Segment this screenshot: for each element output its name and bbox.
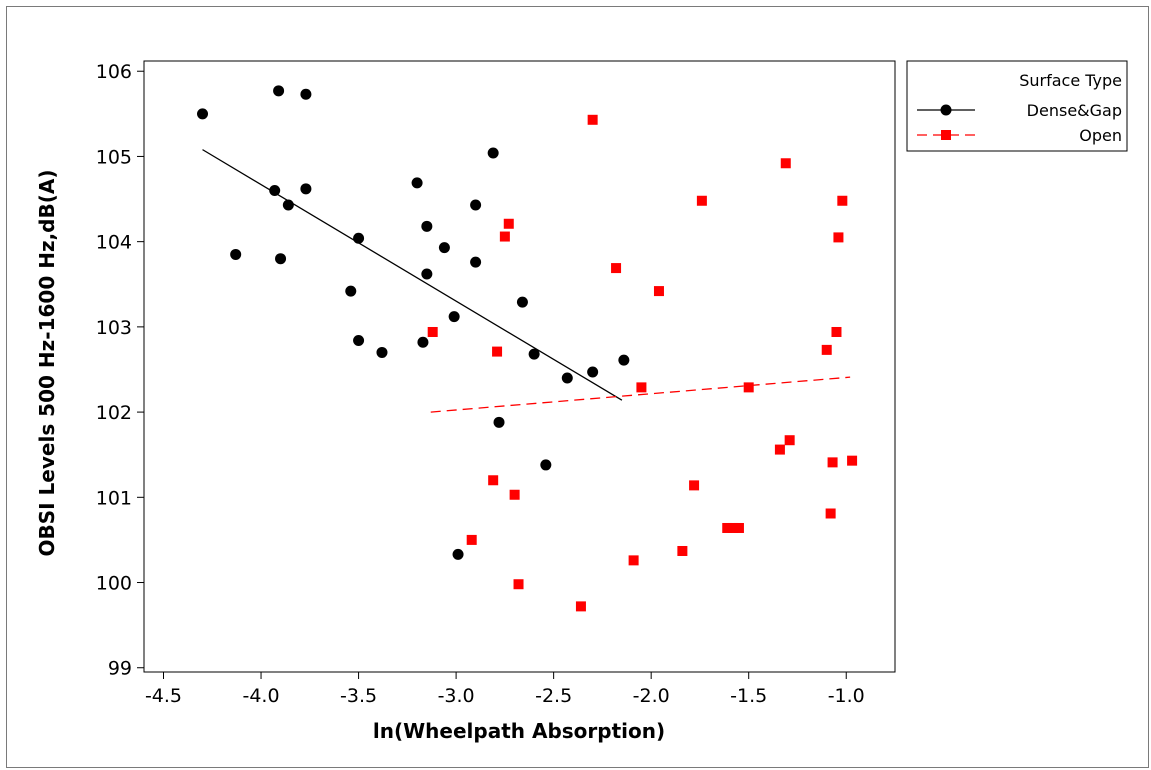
point-open bbox=[827, 457, 838, 468]
point-open bbox=[743, 382, 754, 393]
point-open bbox=[821, 344, 832, 355]
point-dense-gap bbox=[353, 335, 365, 347]
legend-label-dense-gap: Dense&Gap bbox=[1027, 101, 1122, 120]
point-open bbox=[728, 522, 739, 533]
x-tick-label: -2.0 bbox=[633, 685, 670, 707]
point-open bbox=[492, 346, 503, 357]
point-dense-gap bbox=[269, 185, 281, 197]
point-dense-gap bbox=[230, 248, 242, 260]
plot-area bbox=[143, 60, 896, 673]
point-dense-gap bbox=[353, 232, 365, 244]
legend: Surface Type Dense&Gap Open bbox=[906, 60, 1128, 152]
x-tick-label: -3.0 bbox=[438, 685, 475, 707]
x-tick-label: -1.0 bbox=[828, 685, 865, 707]
point-open bbox=[636, 382, 647, 393]
point-dense-gap bbox=[470, 199, 482, 211]
point-dense-gap bbox=[300, 88, 312, 100]
legend-marker-open bbox=[941, 130, 951, 140]
y-axis-title: OBSI Levels 500 Hz-1600 Hz,dB(A) bbox=[35, 169, 59, 556]
point-dense-gap bbox=[587, 366, 599, 378]
point-dense-gap bbox=[448, 311, 460, 323]
point-open bbox=[499, 231, 510, 242]
point-open bbox=[503, 218, 514, 229]
point-open bbox=[831, 326, 842, 337]
y-tick-label: 104 bbox=[96, 232, 132, 254]
x-tick-label: -1.5 bbox=[730, 685, 767, 707]
point-open bbox=[733, 522, 744, 533]
x-tick-label: -4.5 bbox=[145, 685, 182, 707]
fit-line-open bbox=[430, 376, 851, 413]
point-dense-gap bbox=[516, 296, 528, 308]
point-open bbox=[466, 534, 477, 545]
point-open bbox=[837, 195, 848, 206]
point-dense-gap bbox=[345, 285, 357, 297]
point-open bbox=[722, 522, 733, 533]
point-dense-gap bbox=[452, 548, 464, 560]
point-open bbox=[513, 579, 524, 590]
point-open bbox=[575, 601, 586, 612]
point-dense-gap bbox=[421, 268, 433, 280]
axes: -4.5 -4.0 -3.5 -3.0 -2.5 -2.0 -1.5 -1.0 99 100 101… bbox=[96, 61, 865, 707]
point-dense-gap bbox=[421, 220, 433, 232]
point-open bbox=[689, 480, 700, 491]
point-dense-gap bbox=[540, 459, 552, 471]
point-dense-gap bbox=[300, 183, 312, 195]
y-tick-label: 106 bbox=[96, 61, 132, 83]
point-open bbox=[628, 555, 639, 566]
point-dense-gap bbox=[528, 348, 540, 360]
point-open bbox=[611, 263, 622, 274]
x-tick-label: -2.5 bbox=[535, 685, 572, 707]
chart-frame: -4.5 -4.0 -3.5 -3.0 -2.5 -2.0 -1.5 -1.0 99 100 101… bbox=[6, 6, 1149, 768]
point-dense-gap bbox=[487, 147, 499, 159]
y-tick-label: 103 bbox=[96, 317, 132, 339]
chart: -4.5 -4.0 -3.5 -3.0 -2.5 -2.0 -1.5 -1.0 99 100 101… bbox=[35, 60, 1128, 743]
point-dense-gap bbox=[618, 354, 630, 366]
legend-title: Surface Type bbox=[1019, 71, 1122, 90]
point-open bbox=[696, 195, 707, 206]
point-dense-gap bbox=[417, 336, 429, 348]
point-dense-gap bbox=[376, 346, 388, 358]
x-tick-label: -3.5 bbox=[340, 685, 377, 707]
point-dense-gap bbox=[561, 372, 573, 384]
point-open bbox=[488, 475, 499, 486]
data-points bbox=[197, 85, 858, 612]
point-dense-gap bbox=[273, 85, 285, 97]
y-tick-label: 105 bbox=[96, 146, 132, 168]
y-tick-label: 99 bbox=[108, 658, 132, 680]
point-open bbox=[784, 435, 795, 446]
x-tick-label: -4.0 bbox=[242, 685, 279, 707]
fit-lines bbox=[202, 149, 851, 413]
y-tick-label: 100 bbox=[96, 573, 132, 595]
legend-label-open: Open bbox=[1079, 126, 1122, 145]
y-tick-label: 102 bbox=[96, 402, 132, 424]
fit-line-dense-gap bbox=[202, 149, 623, 401]
point-dense-gap bbox=[197, 108, 209, 120]
point-dense-gap bbox=[493, 416, 505, 428]
y-tick-label: 101 bbox=[96, 487, 132, 509]
point-dense-gap bbox=[470, 256, 482, 268]
point-open bbox=[833, 232, 844, 243]
point-open bbox=[653, 286, 664, 297]
point-open bbox=[677, 545, 688, 556]
point-dense-gap bbox=[275, 253, 287, 265]
legend-marker-dense-gap bbox=[940, 104, 952, 116]
point-open bbox=[587, 114, 598, 125]
point-open bbox=[509, 489, 520, 500]
point-open bbox=[825, 508, 836, 519]
point-open bbox=[780, 158, 791, 169]
point-dense-gap bbox=[438, 242, 450, 254]
point-dense-gap bbox=[282, 199, 294, 211]
point-open bbox=[847, 455, 858, 466]
x-axis-title: ln(Wheelpath Absorption) bbox=[373, 719, 665, 743]
point-open bbox=[427, 326, 438, 337]
point-dense-gap bbox=[411, 177, 423, 189]
point-open bbox=[774, 444, 785, 455]
